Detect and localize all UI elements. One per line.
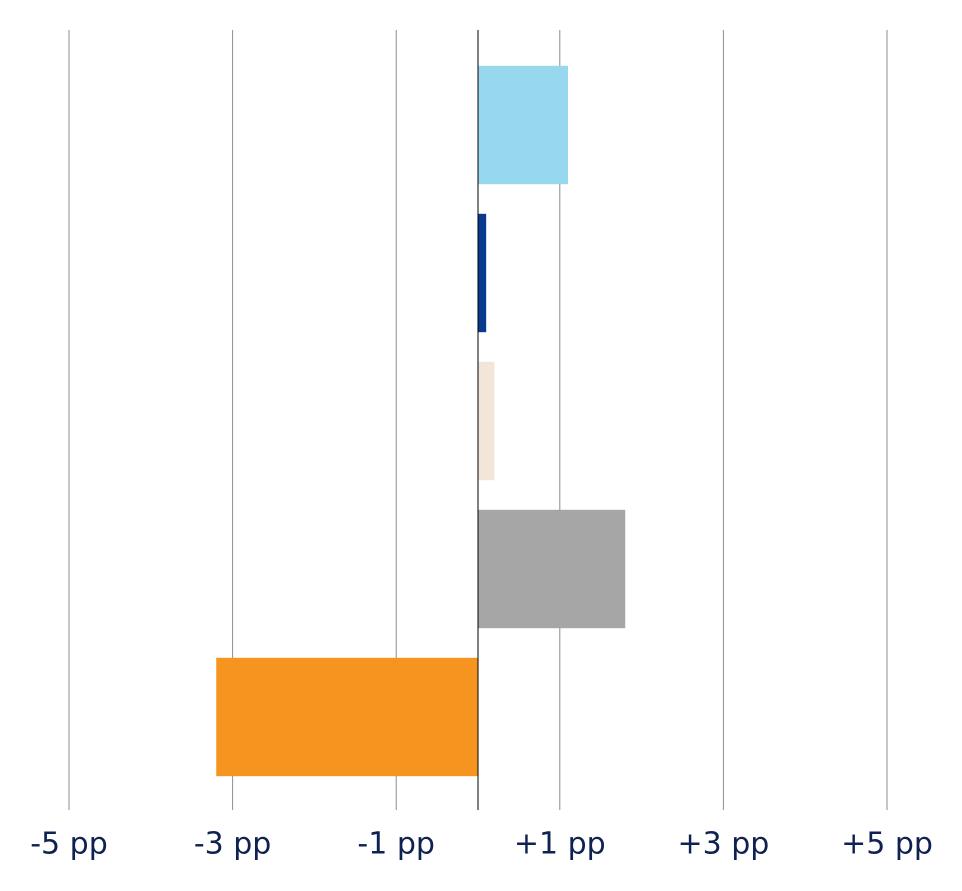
bar xyxy=(478,509,626,629)
x-tick-label: +3 pp xyxy=(677,827,769,862)
bar xyxy=(216,657,479,777)
x-tick-label: -1 pp xyxy=(357,827,435,862)
bar xyxy=(478,213,487,333)
bar xyxy=(478,65,568,185)
bar xyxy=(478,361,495,481)
x-tick-label: -5 pp xyxy=(30,827,108,862)
x-tick-label: +5 pp xyxy=(841,827,933,862)
x-tick-label: +1 pp xyxy=(514,827,606,862)
x-tick-label: -3 pp xyxy=(194,827,272,862)
